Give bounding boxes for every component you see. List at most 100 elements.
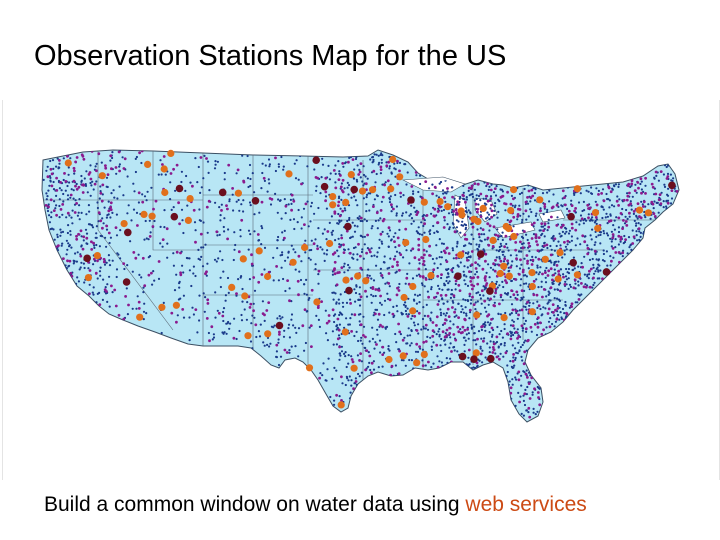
station-marker [232,336,236,340]
station-marker [641,203,644,206]
station-marker [424,364,427,367]
station-marker [381,353,385,356]
station-marker [227,163,231,167]
station-marker [109,159,112,162]
station-marker [507,249,510,252]
station-marker [277,165,280,168]
station-marker [567,263,571,266]
station-marker [555,317,559,321]
station-marker [521,359,524,362]
us-station-map[interactable] [3,100,719,480]
station-marker [549,317,552,320]
station-marker [315,185,318,188]
station-marker [370,361,374,365]
station-marker [392,207,395,211]
station-marker [463,350,466,353]
station-marker [58,159,61,162]
station-marker [240,313,243,317]
station-marker [417,190,420,194]
station-marker [315,314,318,317]
station-marker [347,248,350,251]
station-marker [445,279,448,283]
station-marker [326,368,329,371]
station-marker [395,205,398,208]
station-marker [530,223,534,226]
station-marker [274,169,277,173]
station-marker [587,213,590,216]
station-marker [518,350,521,353]
station-marker [281,251,284,254]
station-marker [538,209,542,213]
station-marker [372,205,375,208]
station-marker [440,209,443,212]
station-marker [357,339,360,343]
station-marker [188,316,191,319]
station-marker [337,401,345,409]
station-marker [334,164,337,167]
station-marker [510,334,513,338]
station-marker [522,282,526,285]
station-marker [354,377,357,380]
station-marker [75,187,79,191]
station-marker [498,200,501,203]
station-marker [272,326,275,329]
station-marker [517,391,520,394]
station-marker [358,170,362,174]
station-marker [182,231,185,235]
station-marker [346,186,349,189]
station-marker [181,308,185,311]
station-marker [335,369,338,372]
station-marker [179,271,183,275]
station-marker [342,305,345,308]
station-marker [212,333,215,336]
station-marker [563,196,566,199]
station-marker [577,201,581,204]
web-services-link[interactable]: web services [465,493,587,516]
station-marker [448,326,451,330]
station-marker [340,345,343,348]
station-marker [390,239,393,242]
station-marker [432,268,436,272]
station-marker [239,255,247,263]
station-marker [394,175,397,178]
station-marker [365,251,368,255]
station-marker [288,299,291,303]
station-marker [263,179,266,182]
station-marker [343,207,346,210]
station-marker [410,185,414,188]
station-marker [573,185,582,193]
station-marker [61,230,65,233]
station-marker [401,214,404,217]
station-marker [384,327,387,330]
station-marker [451,213,455,216]
station-marker [535,333,539,337]
station-marker [359,313,362,316]
station-marker [495,355,499,359]
station-marker [501,299,504,302]
station-marker [666,201,670,205]
station-marker [565,227,568,230]
station-marker [159,242,162,245]
station-marker [308,326,311,329]
station-marker [328,221,331,224]
station-marker [121,156,124,159]
station-marker [416,350,420,353]
station-marker [321,163,325,166]
station-marker [462,224,465,227]
station-marker [348,323,351,326]
station-marker [164,173,167,176]
station-marker [602,208,605,211]
station-marker [526,259,529,263]
station-marker [491,346,495,349]
station-marker [602,229,605,233]
station-marker [526,196,529,199]
station-marker [630,182,634,186]
station-marker [486,211,489,214]
station-marker [347,160,350,164]
station-marker [388,165,391,168]
station-marker [489,188,493,192]
station-marker [208,339,211,343]
station-marker [487,188,490,191]
station-marker [446,190,449,193]
station-marker [192,208,196,212]
